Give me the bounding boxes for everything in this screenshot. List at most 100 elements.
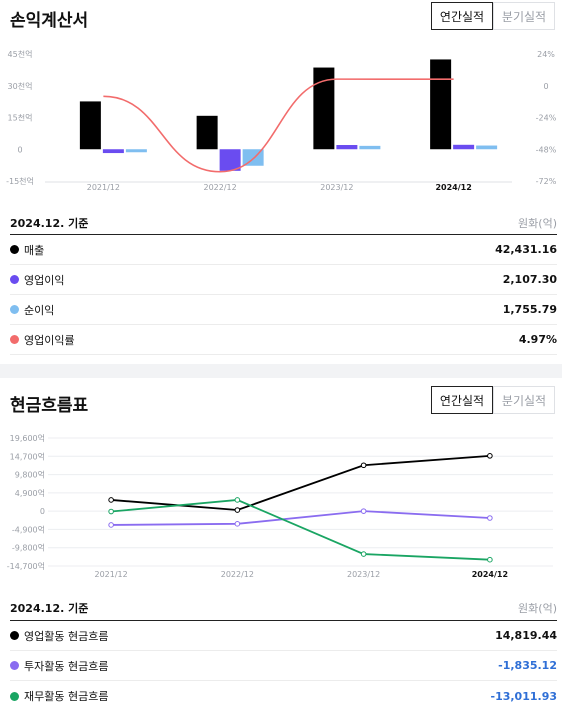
income-title: 손익계산서 [10,11,89,31]
income-row-net-income: 순이익 1,755.79 [10,295,557,325]
operating-cf-legend-dot [10,631,19,640]
investing-cf-point [234,521,241,527]
financing-cf-line [111,499,490,561]
cashflow-row-operating: 영업활동 현금흐름 14,819.44 [10,621,557,651]
financing-cf-point [234,497,241,503]
x-tick-label: 2022/12 [204,183,237,192]
y-tick-label: -4,900억 [12,524,45,534]
cashflow-period-toggle: 연간실적 분기실적 [431,386,555,414]
income-unit-label: 원화(억) [518,217,557,230]
investing-cf-line [111,510,490,526]
operating-margin-value: 4.97% [518,333,557,346]
bar-sales [430,59,452,150]
bar-operating-profit [219,149,241,171]
y2-tick-label: -24% [536,114,557,123]
net-income-value: 1,755.79 [502,303,557,316]
income-divider [10,234,557,235]
operating-cf-point [487,453,493,459]
operating-cf-point [108,497,114,503]
x-tick-label: 2021/12 [87,183,120,192]
section-separator [0,364,562,378]
income-basis-date: 2024.12. 기준 [10,217,89,230]
operating-cf-point [234,507,241,513]
net-income-legend-dot [10,305,19,314]
income-row-operating-profit: 영업이익 2,107.30 [10,265,557,295]
bar-sales [196,115,218,150]
y-tick-label: -15천억 [6,176,34,186]
bar-operating-profit [336,145,358,150]
x-tick-label: 2021/12 [95,570,128,579]
income-row-operating-margin: 영업이익률 4.97% [10,325,557,355]
bar-net-income [359,145,381,150]
income-annual-tab[interactable]: 연간실적 [431,2,493,30]
cashflow-row-investing: 투자활동 현금흐름 -1,835.12 [10,651,557,681]
y-tick-label: 0 [17,145,22,154]
y-tick-label: 4,900억 [15,488,45,498]
y2-tick-label: 24% [537,50,555,59]
net-income-label: 순이익 [24,303,55,317]
investing-cf-label: 투자활동 현금흐름 [24,659,109,673]
cashflow-unit-label: 원화(억) [518,602,557,615]
financing-cf-point [487,556,493,563]
bar-sales [313,67,335,150]
x-tick-label: 2022/12 [221,570,254,579]
cashflow-section: 현금흐름표 연간실적 분기실적 19,600억 14,700억 9,800억 4,90… [0,378,562,709]
investing-cf-point [108,522,114,528]
bar-operating-profit [453,144,475,150]
investing-cf-point [487,515,493,521]
cashflow-title: 현금흐름표 [10,396,89,416]
operating-margin-label: 영업이익률 [24,333,75,347]
cashflow-basis-date: 2024.12. 기준 [10,602,89,615]
operating-cf-line [111,454,490,511]
cashflow-quarterly-tab[interactable]: 분기실적 [493,386,555,414]
investing-cf-point [360,508,367,514]
bar-net-income [125,149,147,153]
income-chart: 45천억 30천억 15천억 0 -15천억 24% 0 -24% -48% -72% 2021/1… [0,38,562,198]
y2-tick-label: -72% [536,177,557,186]
x-tick-label: 2024/12 [435,183,471,192]
operating-profit-value: 2,107.30 [502,273,557,286]
cashflow-divider [10,620,557,621]
operating-cf-label: 영업활동 현금흐름 [24,629,109,643]
income-quarterly-tab[interactable]: 분기실적 [493,2,555,30]
sales-legend-dot [10,245,19,254]
y-tick-label: 14,700억 [10,451,45,461]
y2-tick-label: -48% [536,145,557,154]
income-chart-svg: 45천억 30천억 15천억 0 -15천억 24% 0 -24% -48% -72% 2021/1… [6,49,557,192]
y2-tick-label: 0 [543,82,548,91]
y-tick-label: 19,600억 [10,433,45,443]
investing-cf-legend-dot [10,661,19,670]
operating-cf-value: 14,819.44 [495,629,557,642]
cashflow-annual-tab[interactable]: 연간실적 [431,386,493,414]
y-tick-label: 0 [40,507,45,516]
y-tick-label: 9,800억 [15,470,45,480]
operating-margin-legend-dot [10,335,19,344]
operating-cf-point [360,462,367,469]
operating-profit-label: 영업이익 [24,273,65,287]
x-tick-label: 2024/12 [472,570,508,579]
bar-sales [79,101,101,150]
bar-net-income [476,145,498,150]
income-period-toggle: 연간실적 분기실적 [431,2,555,30]
financing-cf-value: -13,011.93 [490,689,558,703]
financing-cf-label: 재무활동 현금흐름 [24,690,109,703]
financing-cf-legend-dot [10,691,19,701]
bar-operating-profit [102,149,124,154]
income-basis-row: 2024.12. 기준 원화(억) [10,214,557,232]
income-row-sales: 매출 42,431.16 [10,235,557,265]
cashflow-chart: 19,600억 14,700억 9,800억 4,900억 0 -4,900억 -9,800… [0,430,562,580]
y-tick-label: 15천억 [8,113,33,123]
cashflow-chart-svg: 19,600억 14,700억 9,800억 4,900억 0 -4,900억 -9,800… [7,433,553,579]
financing-cf-point [108,508,114,515]
sales-label: 매출 [24,243,45,257]
x-tick-label: 2023/12 [347,570,380,579]
income-statement-section: 손익계산서 연간실적 분기실적 45천억 30천억 15천억 0 -15천억 24% 0 -2… [0,2,562,355]
y-tick-label: -9,800억 [12,543,45,553]
operating-profit-legend-dot [10,275,19,284]
sales-value: 42,431.16 [495,243,557,256]
investing-cf-value: -1,835.12 [498,659,557,672]
y-tick-label: 45천억 [8,49,33,59]
x-tick-label: 2023/12 [320,183,353,192]
financing-cf-point [360,551,367,557]
cashflow-row-financing: 재무활동 현금흐름 -13,011.93 [10,681,557,709]
